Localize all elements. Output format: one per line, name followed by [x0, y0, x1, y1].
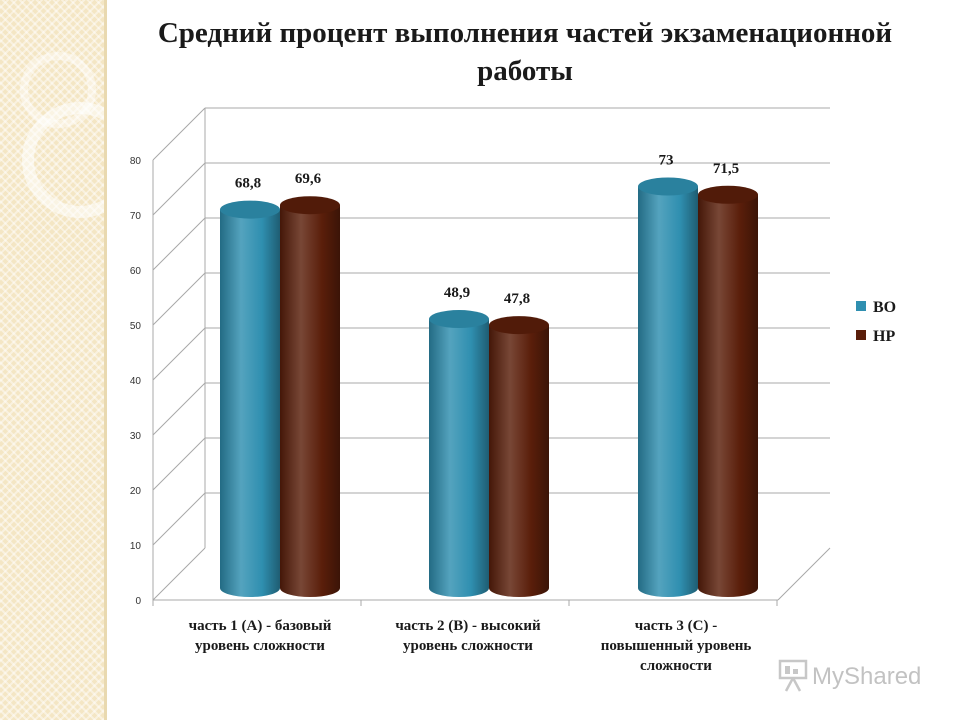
strip-divider	[104, 0, 107, 720]
presentation-board-icon	[778, 659, 808, 692]
y-tick-label: 20	[130, 486, 142, 497]
bar-top	[698, 185, 758, 204]
y-tick-label: 70	[130, 211, 142, 222]
gridline-depth	[152, 437, 206, 491]
bar-series-1	[638, 186, 698, 597]
gridline-depth	[152, 547, 206, 601]
x-category-label: часть 1 (А) - базовый уровень сложности	[189, 618, 332, 654]
bar-top	[220, 200, 280, 219]
y-tick-label: 30	[130, 431, 142, 442]
data-label: 71,5	[713, 161, 739, 177]
bar-series-2	[280, 205, 340, 597]
data-label: 69,6	[295, 171, 322, 187]
bar-series-1	[429, 319, 489, 597]
legend-label: ВО	[873, 299, 896, 316]
y-tick-label: 0	[135, 596, 141, 607]
bar-top	[638, 177, 698, 196]
y-tick-label: 50	[130, 321, 142, 332]
gridline-depth	[152, 217, 206, 271]
y-tick-label: 60	[130, 266, 142, 277]
gridline-depth	[152, 327, 206, 381]
floor-edge	[777, 547, 831, 601]
bar-top	[489, 316, 549, 335]
bar-top	[280, 196, 340, 215]
data-label: 73	[659, 153, 674, 169]
slide-title: Средний процент выполнения частей экзаме…	[157, 17, 893, 87]
gridline-depth	[152, 492, 206, 546]
bar-series-2	[698, 194, 758, 597]
data-label: 48,9	[444, 285, 470, 301]
legend-swatch	[856, 330, 866, 340]
y-tick-label: 40	[130, 376, 142, 387]
legend-label: НР	[873, 328, 895, 345]
data-label: 68,8	[235, 176, 261, 192]
decorative-side-strip	[0, 0, 138, 720]
data-label: 47,8	[504, 291, 530, 307]
x-category-label: часть 2 (В) - высокий уровень сложности	[395, 618, 541, 654]
myshared-watermark: MyShared	[778, 659, 921, 692]
gridline-depth	[152, 107, 206, 161]
watermark-text: MyShared	[812, 663, 921, 690]
gridline-depth	[152, 162, 206, 216]
gridline-depth	[152, 272, 206, 326]
y-tick-label: 10	[130, 541, 142, 552]
gridline-depth	[152, 382, 206, 436]
y-tick-label: 80	[130, 156, 142, 167]
x-category-label: часть 3 (С) -повышенный уровень сложности	[601, 618, 752, 674]
bar-top	[429, 310, 489, 329]
bar-series-2	[489, 325, 549, 597]
legend-swatch	[856, 301, 866, 311]
bar-series-1	[220, 209, 280, 597]
